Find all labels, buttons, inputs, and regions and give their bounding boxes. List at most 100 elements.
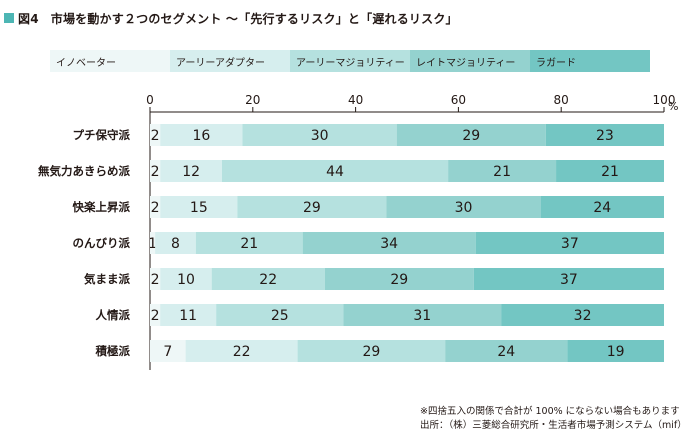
data-label: 22	[259, 272, 277, 288]
data-label: 11	[179, 308, 197, 324]
bar-segment	[302, 232, 476, 254]
data-label: 2	[151, 128, 160, 144]
data-label: 7	[163, 344, 172, 360]
legend-swatch-laggard: ラガード	[530, 50, 650, 72]
footnotes: ※四捨五入の関係で合計が 100% にならない場合もあります 出所：（株）三菱総…	[420, 405, 683, 433]
category-label: 快楽上昇派	[72, 200, 131, 214]
bar-segment	[324, 268, 474, 290]
legend-label-early-majority: アーリーマジョリティー	[296, 57, 405, 69]
data-label: 29	[462, 128, 480, 144]
bar-segment	[242, 124, 397, 146]
data-label: 31	[413, 308, 431, 324]
x-tick-label: 80	[554, 93, 569, 107]
data-label: 1	[148, 236, 157, 252]
source-note: 出所：（株）三菱総合研究所・生活者市場予測システム（mif）	[420, 420, 683, 431]
rounding-note: ※四捨五入の関係で合計が 100% にならない場合もあります	[420, 406, 680, 417]
data-label: 24	[497, 344, 515, 360]
bar-segment	[150, 124, 161, 146]
legend-label-laggard: ラガード	[536, 57, 576, 69]
bar-segment	[221, 160, 449, 182]
data-label: 29	[390, 272, 408, 288]
data-label: 32	[574, 308, 592, 324]
data-label: 23	[596, 128, 614, 144]
data-label: 19	[607, 344, 625, 360]
bar-segment	[155, 232, 196, 254]
bar-segment	[556, 160, 664, 182]
bar-segment	[150, 268, 161, 290]
data-label: 21	[240, 236, 258, 252]
data-label: 34	[380, 236, 398, 252]
bar-segment	[237, 196, 387, 218]
bar-segment	[160, 304, 217, 326]
data-label: 16	[192, 128, 210, 144]
data-label: 30	[311, 128, 329, 144]
bar-segment	[160, 268, 212, 290]
data-label: 29	[303, 200, 321, 216]
legend-item-early-adopter: アーリーアダプター	[170, 50, 290, 72]
x-tick-label: 0	[146, 93, 154, 107]
data-label: 2	[151, 200, 160, 216]
bar-segment	[160, 124, 243, 146]
bar-segment	[216, 304, 344, 326]
bar-segment	[150, 304, 161, 326]
legend-swatch-early-majority: アーリーマジョリティー	[290, 50, 410, 72]
data-label: 24	[593, 200, 611, 216]
x-tick-label: 100	[653, 93, 676, 107]
bar-segment	[185, 340, 298, 362]
legend-swatch-early-adopter: アーリーアダプター	[170, 50, 290, 72]
category-label: 無気力あきらめ派	[38, 164, 130, 178]
data-label: 37	[560, 272, 578, 288]
data-label: 8	[171, 236, 180, 252]
bar-segment	[386, 196, 541, 218]
data-label: 15	[190, 200, 208, 216]
bar-segment	[448, 160, 557, 182]
bar-segment	[473, 268, 664, 290]
data-label: 2	[151, 164, 160, 180]
bar-segment	[540, 196, 664, 218]
legend-label-late-majority: レイトマジョリティー	[416, 57, 516, 69]
x-axis-unit: %	[668, 100, 678, 113]
figure-label: 図4	[18, 11, 39, 26]
data-label: 30	[455, 200, 473, 216]
bar-segment	[567, 340, 664, 362]
data-label: 29	[362, 344, 380, 360]
legend-label-early-adopter: アーリーアダプター	[176, 57, 265, 69]
legend-swatch-innovator: イノベーター	[50, 50, 170, 72]
bar-segment	[150, 340, 186, 362]
x-tick-label: 60	[451, 93, 466, 107]
bar-segment	[150, 232, 156, 254]
category-label: のんびり派	[73, 236, 131, 250]
title-marker-icon	[4, 13, 14, 23]
data-label: 21	[601, 164, 619, 180]
data-label: 10	[177, 272, 195, 288]
legend-item-early-majority: アーリーマジョリティー	[290, 50, 410, 72]
bar-segment	[297, 340, 446, 362]
bar-segment	[150, 196, 161, 218]
legend-label-innovator: イノベーター	[56, 57, 116, 69]
bar-segment	[475, 232, 664, 254]
data-label: 37	[561, 236, 579, 252]
category-label: 積極派	[95, 344, 131, 358]
data-label: 22	[233, 344, 251, 360]
bar-segment	[160, 196, 238, 218]
chart-title: 市場を動かす２つのセグメント ～「先行するリスク」と「遅れるリスク」	[50, 11, 458, 26]
legend: イノベーター アーリーアダプター アーリーマジョリティー レイトマジョリティー …	[50, 50, 650, 72]
data-label: 2	[151, 308, 160, 324]
bar-segment	[150, 160, 161, 182]
figure-title-row: 図4 市場を動かす２つのセグメント ～「先行するリスク」と「遅れるリスク」	[4, 10, 458, 26]
bar-segment	[160, 160, 222, 182]
data-label: 12	[182, 164, 200, 180]
data-label: 25	[271, 308, 289, 324]
bar-segment	[211, 268, 325, 290]
bar-segment	[501, 304, 664, 326]
legend-item-laggard: ラガード	[530, 50, 650, 72]
data-label: 2	[151, 272, 160, 288]
category-label: 人情派	[96, 308, 131, 322]
bar-segment	[445, 340, 568, 362]
data-label: 44	[326, 164, 344, 180]
bar-segment	[195, 232, 303, 254]
legend-item-innovator: イノベーター	[50, 50, 170, 72]
legend-item-late-majority: レイトマジョリティー	[410, 50, 530, 72]
bar-segment	[545, 124, 664, 146]
